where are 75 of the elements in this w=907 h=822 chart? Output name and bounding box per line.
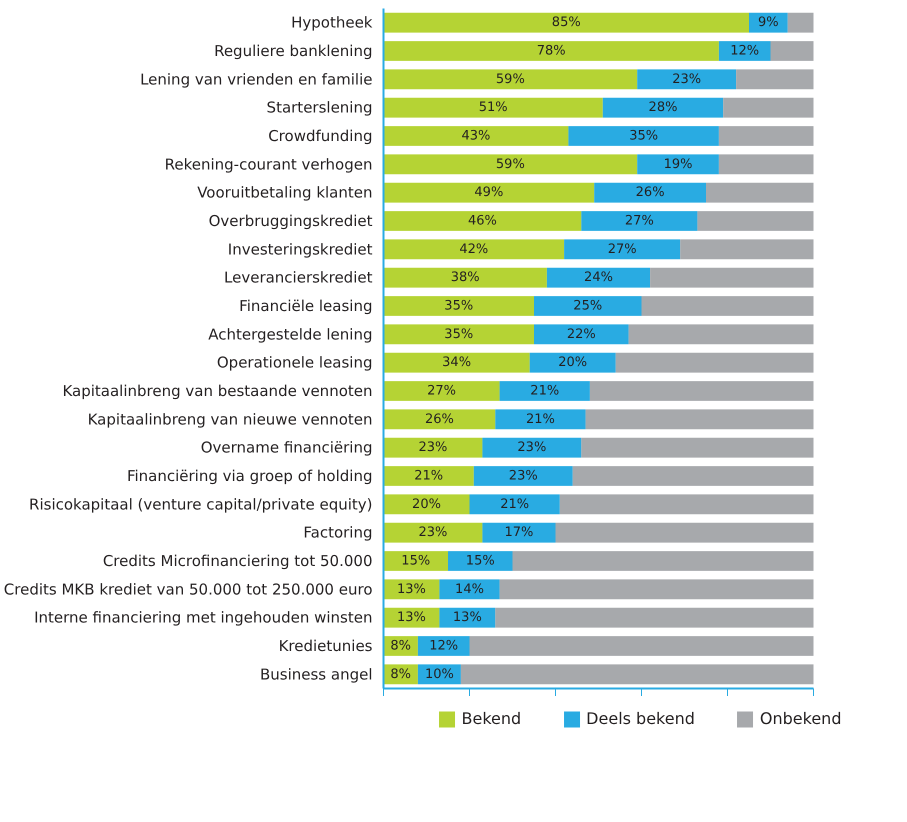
data-label: 42%: [459, 242, 488, 257]
y-tick-label: Starterslening: [266, 98, 372, 117]
y-tick-label: Business angel: [260, 665, 372, 684]
data-label: 12%: [730, 44, 760, 58]
data-label: 38%: [450, 270, 480, 286]
data-label: 26%: [424, 412, 454, 427]
data-label: 35%: [629, 128, 658, 144]
data-label: 27%: [624, 214, 654, 228]
data-label: 14%: [455, 582, 484, 597]
data-label: 59%: [496, 156, 525, 172]
data-label: 59%: [496, 72, 525, 87]
data-label: 26%: [636, 185, 665, 200]
y-tick-label: Crowdfunding: [268, 127, 373, 145]
data-label: 19%: [664, 156, 693, 172]
legend-label: Deels bekend: [586, 709, 695, 728]
y-tick-label: Credits Microfinanciering tot 50.000: [102, 552, 372, 570]
data-label: 23%: [517, 440, 546, 456]
data-label: 13%: [452, 610, 482, 626]
data-label: 21%: [530, 384, 560, 398]
data-label: 21%: [500, 496, 530, 512]
data-label: 10%: [424, 666, 454, 682]
data-label: 24%: [584, 270, 613, 286]
data-label: 8%: [390, 638, 412, 654]
data-label: 20%: [412, 496, 441, 512]
data-label: 43%: [462, 128, 490, 144]
data-label: 23%: [418, 440, 448, 456]
legend-label: Bekend: [462, 709, 522, 728]
y-tick-label: Financiële leasing: [239, 297, 373, 315]
data-label: 35%: [444, 326, 474, 342]
y-tick-label: Risicokapitaal (venture capital/private equity): [29, 495, 373, 514]
y-tick-label: Investeringskrediet: [228, 240, 373, 258]
y-tick-label: Kapitaalinbreng van bestaande vennoten: [62, 382, 373, 400]
data-label: 28%: [648, 100, 678, 116]
y-tick-label: Reguliere banklening: [214, 42, 373, 60]
y-tick-label: Financiëring via groep of holding: [126, 467, 373, 485]
data-label: 78%: [536, 44, 566, 58]
y-tick-label: Hypotheek: [291, 14, 373, 32]
data-label: 13%: [397, 582, 426, 597]
y-tick-label: Interne financiering met ingehouden winsten: [34, 608, 373, 627]
data-label: 21%: [526, 412, 555, 427]
y-tick-label: Kapitaalinbreng van nieuwe vennoten: [88, 410, 373, 428]
data-label: 27%: [427, 384, 456, 398]
data-label: 51%: [478, 100, 508, 116]
y-tick-label: Vooruitbetaling klanten: [197, 184, 373, 202]
data-label: 23%: [672, 72, 702, 87]
y-tick-label: Achtergestelde lening: [208, 325, 373, 344]
data-label: 34%: [442, 355, 472, 370]
legend-label: Onbekend: [760, 709, 842, 728]
y-tick-label: Rekening-courant verhogen: [164, 155, 373, 174]
data-label: 17%: [504, 525, 534, 540]
y-tick-label: Overbruggingskrediet: [208, 212, 373, 230]
data-label: 46%: [468, 214, 497, 228]
y-tick-label: Factoring: [303, 524, 373, 542]
y-tick-label: Operationele leasing: [216, 354, 372, 372]
data-label: 85%: [552, 15, 581, 30]
y-tick-label: Overname financiëring: [200, 438, 373, 457]
y-tick-label: Lening van vrienden en familie: [140, 70, 373, 88]
data-label: 8%: [390, 666, 412, 682]
data-label: 21%: [414, 468, 444, 484]
data-label: 20%: [558, 355, 588, 370]
y-tick-label: Credits MKB krediet van 50.000 tot 250.000 euro: [4, 580, 372, 598]
data-label: 23%: [418, 525, 448, 540]
data-label: 35%: [444, 298, 474, 314]
data-label: 15%: [466, 554, 495, 568]
data-label: 23%: [508, 468, 538, 484]
data-label: 49%: [474, 185, 504, 200]
data-label: 22%: [566, 326, 596, 342]
data-label: 15%: [401, 554, 430, 568]
data-label: 12%: [429, 638, 458, 654]
data-label: 27%: [608, 242, 637, 257]
data-label: 9%: [758, 15, 779, 30]
data-label: 13%: [397, 610, 426, 626]
y-tick-label: Kredietunies: [278, 637, 373, 655]
y-tick-label: Leverancierskrediet: [224, 268, 373, 287]
data-label: 25%: [573, 298, 602, 314]
